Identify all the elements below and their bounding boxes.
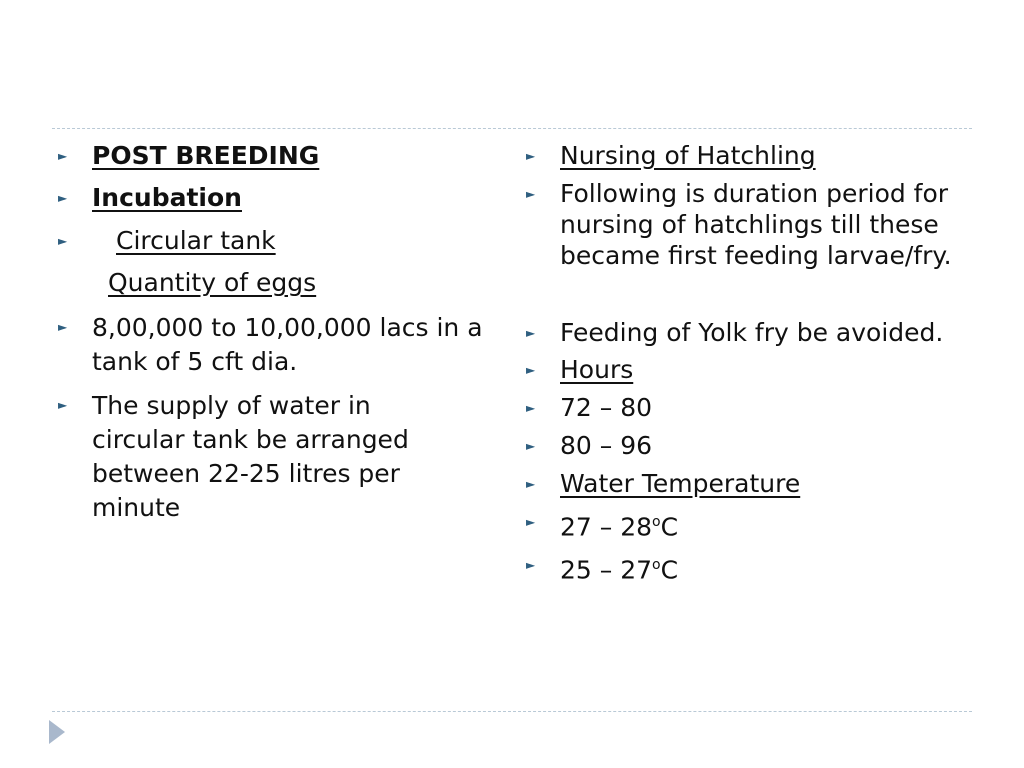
left-column: ► POST BREEDING ► Incubation ► Circular … [58,140,498,525]
hours-range-1: 72 – 80 [560,393,653,422]
list-item: ► 27 – 28oC [526,506,966,543]
celsius-unit: C [660,512,679,542]
list-item: ► 72 – 80 [526,392,966,424]
list-item: ► 8,00,000 to 10,00,000 lacs in a tank o… [58,311,498,379]
triangle-bullet-icon: ► [526,439,536,453]
water-supply-text: The supply of water in circular tank be … [92,391,409,522]
list-item: Quantity of eggs [58,267,498,299]
triangle-bullet-icon: ► [58,191,68,205]
incubation-heading: Incubation [92,183,242,212]
bottom-divider [52,711,972,712]
list-item: ► Feeding of Yolk fry be avoided. [526,317,966,348]
celsius-unit: C [660,555,679,585]
temperature-range-1: 27 – 28 [560,512,653,542]
triangle-bullet-icon: ► [526,326,536,340]
list-item: ► Water Temperature [526,468,966,500]
list-item: ► 80 – 96 [526,430,966,462]
nursing-heading: Nursing of Hatchling [560,141,816,170]
triangle-bullet-icon: ► [58,320,68,334]
triangle-bullet-icon: ► [526,477,536,491]
list-item: ► 25 – 27oC [526,549,966,586]
degree-superscript: o [652,557,661,574]
triangle-bullet-icon: ► [58,234,68,248]
post-breeding-heading: POST BREEDING [92,141,320,170]
list-item: ► The supply of water in circular tank b… [58,389,462,525]
triangle-bullet-icon: ► [58,398,68,412]
next-arrow-icon[interactable] [49,720,65,744]
hours-heading: Hours [560,355,634,384]
quantity-of-eggs-label: Quantity of eggs [108,268,317,297]
duration-text: Following is duration period for nursing… [560,179,952,270]
egg-quantity-text: 8,00,000 to 10,00,000 lacs in a tank of … [92,313,483,376]
list-item: ► Nursing of Hatchling [526,140,966,172]
list-item: ► Following is duration period for nursi… [526,178,966,271]
degree-superscript: o [652,514,661,530]
list-item: ► Incubation [58,182,498,214]
triangle-bullet-icon: ► [526,515,536,529]
triangle-bullet-icon: ► [526,363,536,377]
hours-range-2: 80 – 96 [560,431,653,460]
triangle-bullet-icon: ► [58,149,68,163]
list-item: ► POST BREEDING [58,140,498,172]
list-item: ► Circular tank [58,225,498,257]
feeding-text: Feeding of Yolk fry be avoided. [560,318,944,347]
triangle-bullet-icon: ► [526,401,536,415]
temperature-range-2: 25 – 27 [560,555,653,585]
triangle-bullet-icon: ► [526,558,536,573]
top-divider [52,128,972,129]
list-item: ► Hours [526,354,966,386]
triangle-bullet-icon: ► [526,149,536,163]
water-temperature-heading: Water Temperature [560,469,801,498]
circular-tank-label: Circular tank [116,226,276,255]
right-column: ► Nursing of Hatchling ► Following is du… [526,140,966,587]
triangle-bullet-icon: ► [526,187,536,201]
